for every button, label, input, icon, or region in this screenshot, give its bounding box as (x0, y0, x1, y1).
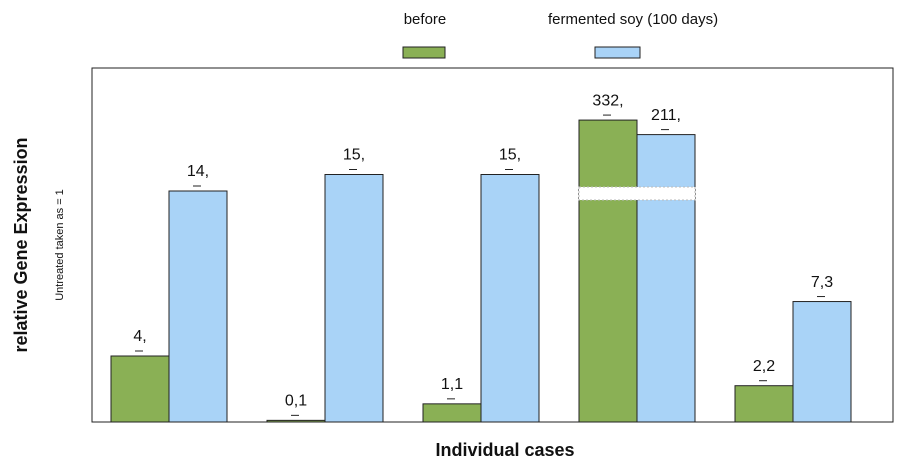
axis-break (578, 186, 696, 201)
legend-label: fermented soy (100 days) (548, 11, 718, 28)
bar (324, 174, 384, 423)
y-axis-title: relative Gene Expression (11, 137, 31, 352)
value-label: 1,1 (441, 376, 463, 393)
value-label: 211, (651, 107, 681, 124)
bar (734, 385, 794, 423)
bar (792, 301, 852, 423)
legend-swatch (402, 46, 446, 59)
bar (578, 119, 638, 423)
value-label: 14, (187, 163, 209, 180)
x-axis-title: Individual cases (435, 440, 574, 460)
bar (422, 403, 482, 423)
value-label: 7,3 (811, 274, 833, 291)
legend-swatch (594, 46, 641, 59)
legend-label: before (404, 11, 447, 28)
y-axis-subtitle: Untreated taken as = 1 (54, 189, 66, 301)
value-label: 2,2 (753, 358, 775, 375)
value-label: 15, (499, 147, 521, 164)
value-label: 4, (133, 328, 146, 345)
value-label: 0,1 (285, 393, 307, 410)
bar (636, 134, 696, 423)
bar (480, 174, 540, 423)
bar (110, 355, 170, 423)
value-label: 332, (592, 92, 623, 109)
value-label: 15, (343, 147, 365, 164)
bar (266, 419, 326, 423)
bar (168, 190, 228, 423)
